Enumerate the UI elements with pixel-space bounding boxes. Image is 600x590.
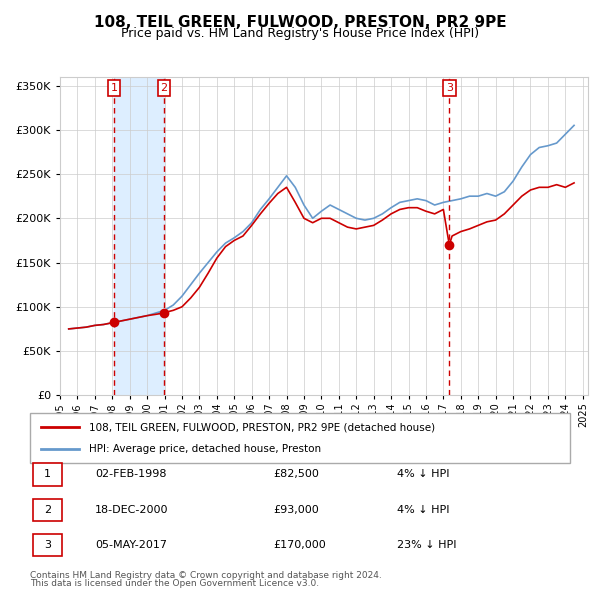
FancyBboxPatch shape — [33, 534, 62, 556]
Text: 4% ↓ HPI: 4% ↓ HPI — [397, 505, 450, 514]
Text: 1: 1 — [110, 83, 118, 93]
Text: This data is licensed under the Open Government Licence v3.0.: This data is licensed under the Open Gov… — [30, 579, 319, 588]
Bar — [114, 77, 164, 395]
Text: HPI: Average price, detached house, Preston: HPI: Average price, detached house, Pres… — [89, 444, 322, 454]
Text: 3: 3 — [44, 540, 51, 550]
Text: 1: 1 — [44, 470, 51, 479]
Text: £93,000: £93,000 — [273, 505, 319, 514]
Text: 4% ↓ HPI: 4% ↓ HPI — [397, 470, 450, 479]
FancyBboxPatch shape — [33, 499, 62, 521]
Text: 108, TEIL GREEN, FULWOOD, PRESTON, PR2 9PE: 108, TEIL GREEN, FULWOOD, PRESTON, PR2 9… — [94, 15, 506, 30]
Text: Contains HM Land Registry data © Crown copyright and database right 2024.: Contains HM Land Registry data © Crown c… — [30, 571, 382, 580]
Text: 2: 2 — [44, 505, 51, 514]
Text: 02-FEB-1998: 02-FEB-1998 — [95, 470, 166, 479]
FancyBboxPatch shape — [33, 463, 62, 486]
Text: Price paid vs. HM Land Registry's House Price Index (HPI): Price paid vs. HM Land Registry's House … — [121, 27, 479, 40]
Text: £170,000: £170,000 — [273, 540, 326, 550]
Text: £82,500: £82,500 — [273, 470, 319, 479]
Text: 18-DEC-2000: 18-DEC-2000 — [95, 505, 168, 514]
Text: 2: 2 — [160, 83, 167, 93]
Text: 3: 3 — [446, 83, 453, 93]
Text: 05-MAY-2017: 05-MAY-2017 — [95, 540, 167, 550]
FancyBboxPatch shape — [30, 413, 570, 463]
Text: 23% ↓ HPI: 23% ↓ HPI — [397, 540, 457, 550]
Text: 108, TEIL GREEN, FULWOOD, PRESTON, PR2 9PE (detached house): 108, TEIL GREEN, FULWOOD, PRESTON, PR2 9… — [89, 422, 436, 432]
